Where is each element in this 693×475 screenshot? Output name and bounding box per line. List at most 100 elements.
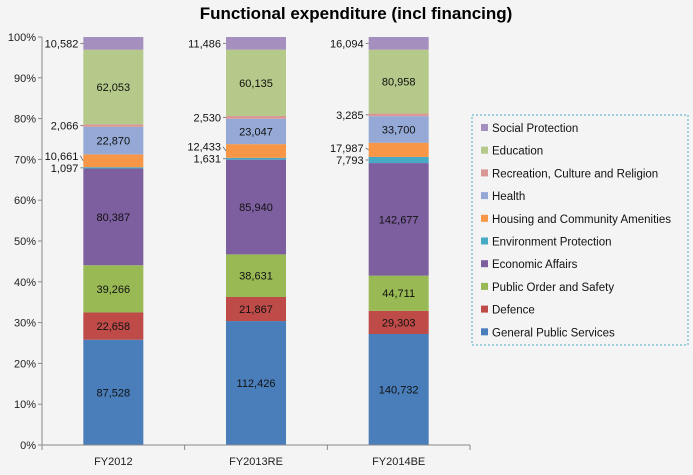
data-label: 23,047 [239, 126, 273, 138]
data-label-leader [365, 147, 369, 151]
y-tick-label: 70% [14, 154, 36, 166]
data-label: 80,958 [382, 77, 416, 89]
y-tick-label: 10% [14, 399, 36, 411]
bar-segment [368, 333, 429, 445]
y-tick-label: 90% [14, 73, 36, 85]
bar-segment [226, 37, 286, 50]
data-label: 38,631 [239, 271, 273, 283]
legend-label: General Public Services [492, 327, 615, 339]
data-label: 11,486 [188, 38, 221, 50]
y-tick-label: 50% [14, 236, 36, 248]
bar-segment [83, 49, 144, 125]
legend-swatch [481, 169, 488, 177]
bar-segment [83, 265, 144, 313]
bar-segment [83, 339, 144, 445]
data-label: 85,940 [239, 202, 273, 214]
data-label: 12,433 [187, 142, 221, 154]
bar-segment [226, 49, 286, 116]
bar-segment [83, 124, 144, 127]
y-tick-label: 0% [20, 440, 36, 452]
bar-segment [368, 49, 429, 114]
y-tick-label: 60% [14, 195, 36, 207]
legend-swatch [481, 124, 488, 131]
y-tick-label: 80% [14, 114, 36, 126]
legend-label: Health [492, 191, 525, 203]
x-tick-label: FY2014BE [372, 456, 425, 468]
bar-segment [368, 163, 429, 276]
y-tick-label: 100% [8, 32, 36, 44]
data-label: 16,094 [330, 38, 364, 50]
legend: Social Protection Education Recreation, Cu… [471, 114, 689, 346]
data-label: 10,582 [45, 38, 79, 50]
legend-swatch [481, 305, 488, 313]
legend-label: Defence [492, 305, 535, 317]
y-tick-label: 30% [14, 318, 36, 330]
bar-segment [83, 312, 144, 340]
data-label: 60,135 [239, 78, 273, 90]
y-tick-label: 20% [14, 358, 36, 370]
bar-segment [368, 37, 429, 50]
legend-swatch [481, 260, 488, 268]
bar-segment [83, 154, 144, 168]
data-label: 142,677 [379, 214, 419, 226]
x-tick-label: FY2013RE [229, 456, 283, 468]
data-label-leader [79, 155, 84, 161]
bar-segment [368, 275, 429, 311]
bar-segment [226, 144, 286, 158]
data-label: 33,700 [382, 124, 416, 136]
legend-swatch [481, 192, 488, 200]
legend-swatch [481, 146, 488, 154]
data-label: 1,631 [193, 154, 221, 166]
bar-segment [226, 115, 286, 119]
y-tick-label: 40% [14, 277, 36, 289]
bar-segment [368, 156, 429, 164]
data-label: 44,711 [382, 288, 415, 300]
legend-label: Public Order and Safety [492, 282, 614, 294]
bar-segment [83, 126, 144, 155]
data-label: 17,987 [330, 143, 364, 155]
data-label: 140,732 [379, 384, 419, 396]
legend-swatch [481, 237, 488, 245]
bar-segment [83, 167, 144, 169]
bar-segment [368, 116, 429, 143]
bar-segment [368, 310, 429, 334]
data-label: 22,870 [97, 136, 131, 148]
data-label: 21,867 [239, 304, 273, 316]
data-label: 22,658 [97, 321, 131, 333]
data-label-leader [222, 146, 227, 152]
legend-box [471, 114, 689, 346]
legend-label: Environment Protection [492, 237, 612, 249]
legend-label: Housing and Community Amenities [492, 214, 671, 226]
data-label: 39,266 [97, 284, 131, 296]
legend-label: Social Protection [492, 123, 578, 135]
legend-swatch [481, 328, 488, 336]
legend-label: Economic Affairs [492, 259, 578, 271]
legend-label: Recreation, Culture and Religion [492, 168, 658, 180]
bar-segment [226, 159, 286, 255]
data-label: 3,285 [336, 110, 364, 122]
data-label: 2,066 [51, 121, 79, 133]
chart-title: Functional expenditure (incl financing) [200, 4, 513, 23]
data-label: 7,793 [336, 155, 364, 167]
bar-segment [83, 37, 144, 50]
data-label: 29,303 [382, 317, 416, 329]
legend-swatch [481, 214, 488, 222]
bar-segment [226, 321, 286, 445]
data-label: 80,387 [97, 212, 131, 224]
bar-segment [226, 157, 286, 160]
data-label: 10,661 [45, 151, 79, 163]
bar-segment [226, 254, 286, 297]
bar-segment [368, 113, 429, 117]
x-tick-label: FY2012 [94, 456, 133, 468]
legend-label: Education [492, 146, 543, 158]
bar-segment [226, 296, 286, 322]
data-label: 112,426 [237, 378, 276, 390]
data-label: 1,097 [51, 163, 79, 175]
data-label: 62,053 [97, 82, 131, 94]
legend-swatch [481, 282, 488, 290]
data-label: 87,528 [97, 387, 131, 399]
bar-segment [368, 142, 429, 157]
data-label: 2,530 [193, 112, 221, 124]
bar-segment [83, 168, 144, 266]
